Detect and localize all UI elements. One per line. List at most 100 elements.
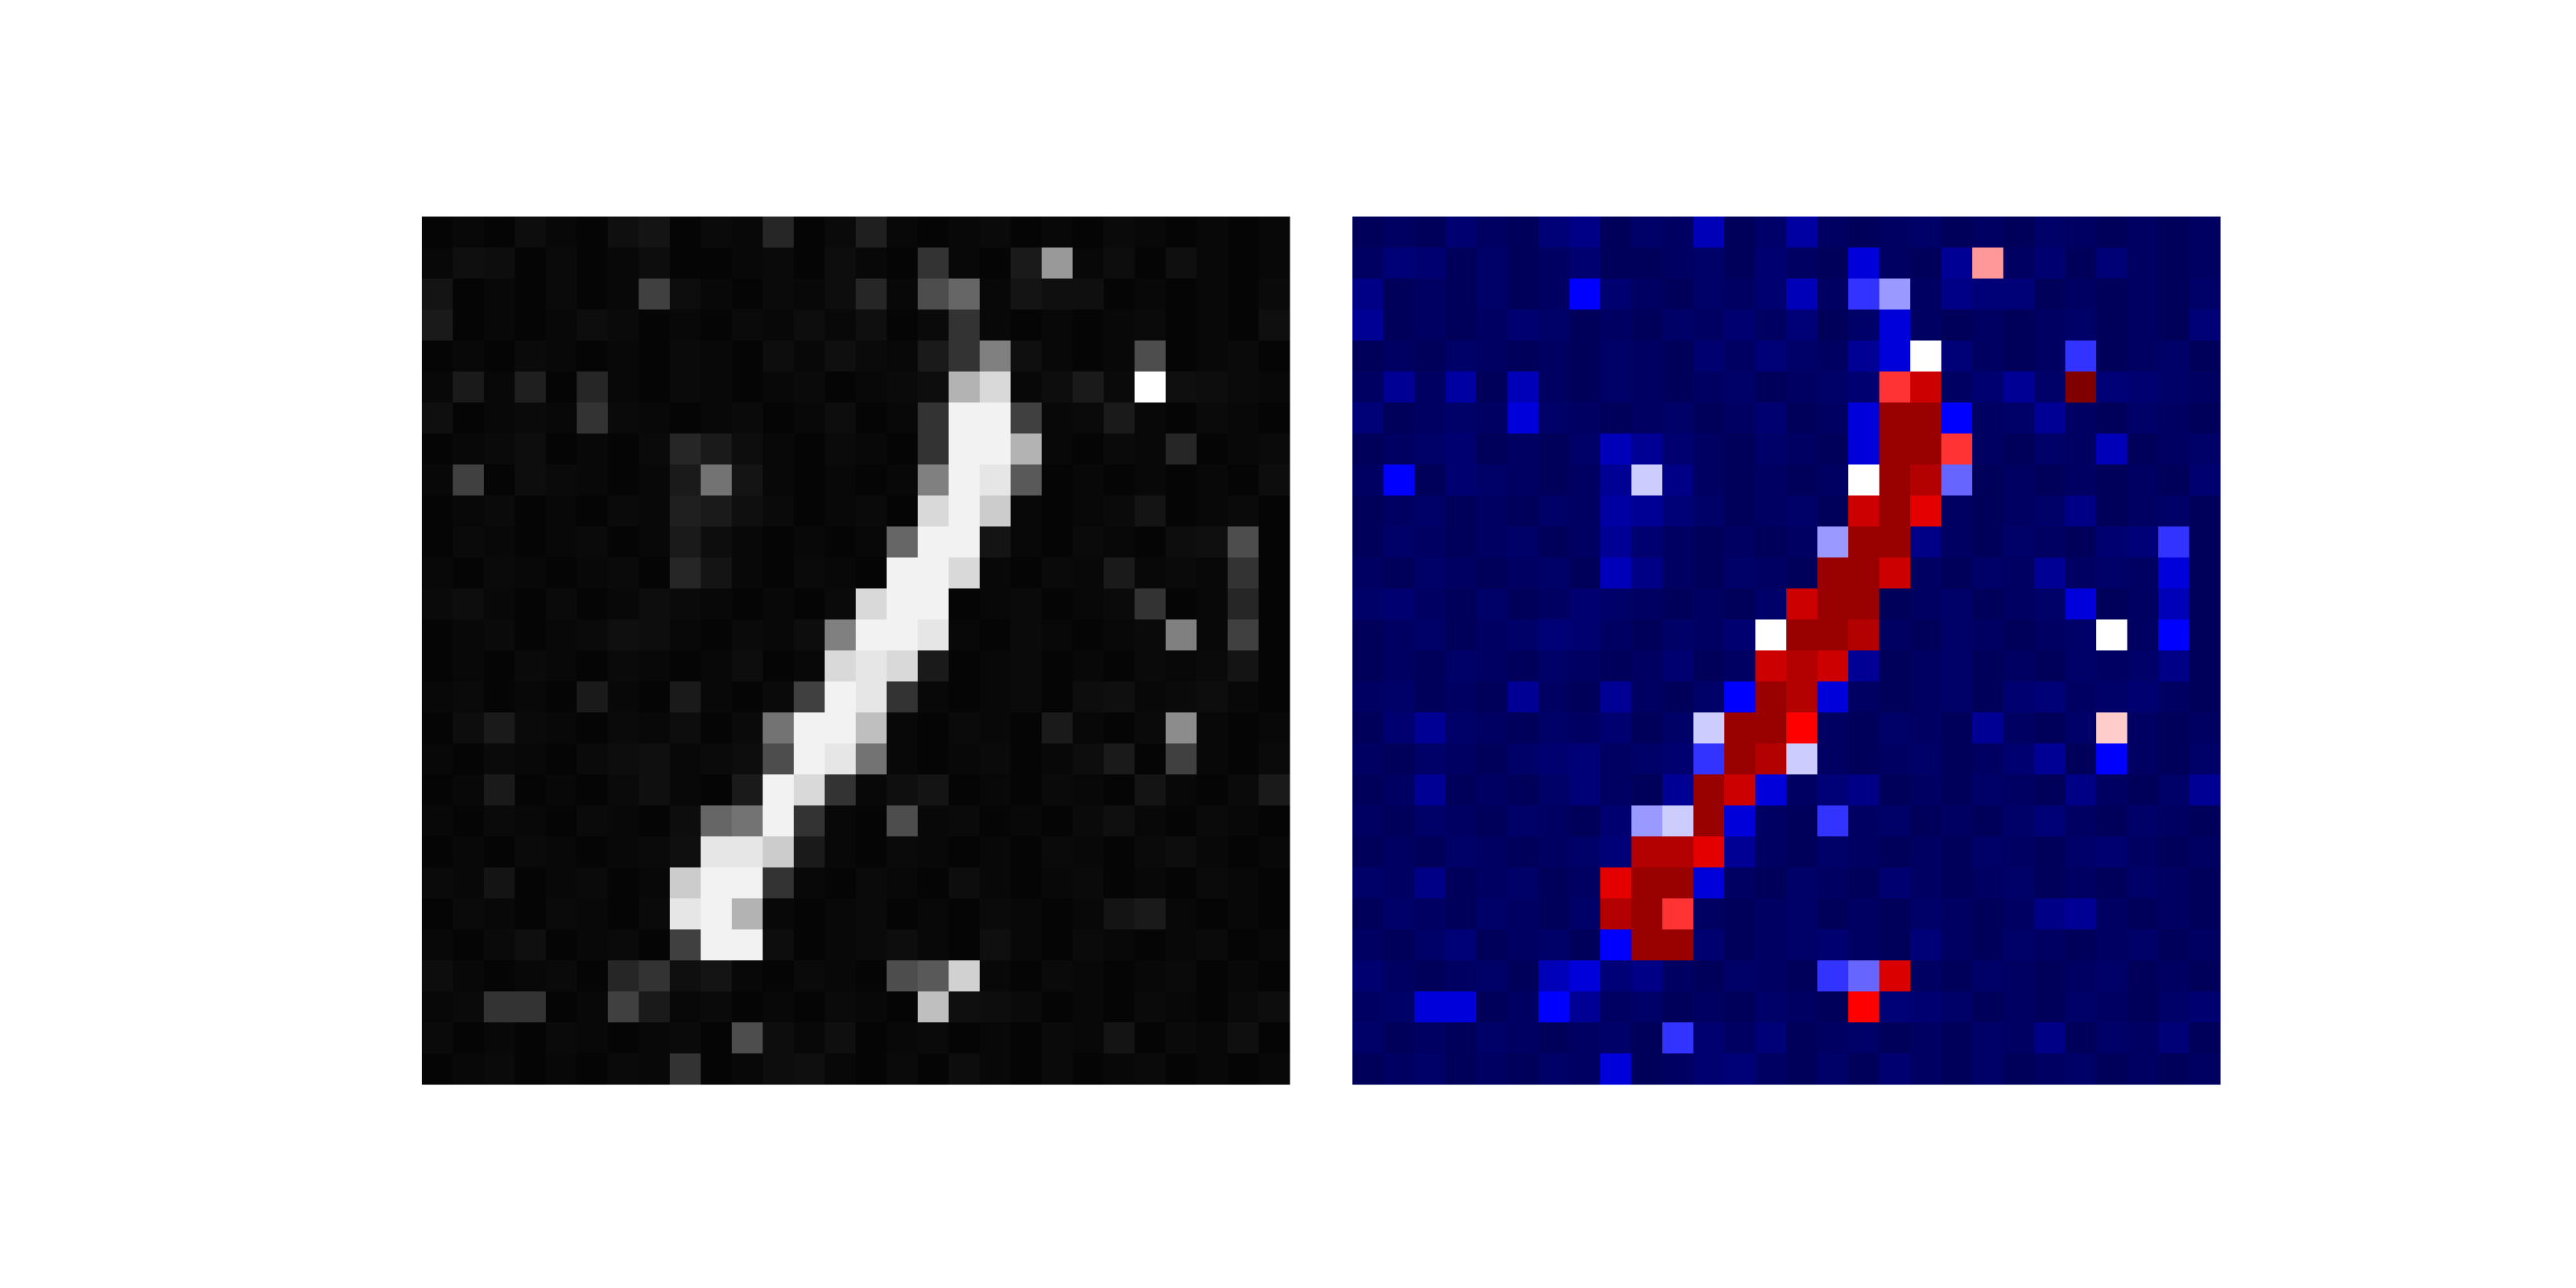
heatmap-cell — [1972, 341, 2004, 373]
heatmap-cell — [576, 867, 609, 899]
heatmap-cell — [980, 495, 1012, 527]
heatmap-cell — [1383, 588, 1415, 621]
heatmap-cell — [1414, 867, 1447, 899]
heatmap-cell — [2003, 836, 2035, 869]
heatmap-cell — [1258, 371, 1290, 403]
heatmap-cell — [1817, 464, 1849, 497]
heatmap-cell — [1600, 433, 1633, 465]
heatmap-cell — [2003, 247, 2035, 279]
heatmap-cell — [918, 898, 950, 931]
heatmap-cell — [1445, 991, 1477, 1023]
heatmap-cell — [1010, 619, 1042, 651]
heatmap-cell — [1662, 495, 1695, 527]
heatmap-cell — [576, 836, 609, 869]
heatmap-cell — [1724, 619, 1757, 651]
heatmap-cell — [1042, 464, 1074, 497]
heatmap-cell — [1010, 991, 1042, 1023]
heatmap-cell — [700, 712, 733, 745]
heatmap-cell — [1569, 681, 1601, 713]
heatmap-cell — [1507, 464, 1539, 497]
heatmap-cell — [1817, 805, 1849, 837]
heatmap-cell — [1414, 371, 1447, 403]
heatmap-cell — [1507, 247, 1539, 279]
heatmap-cell — [1134, 619, 1166, 651]
heatmap-cell — [1042, 960, 1074, 993]
heatmap-cell — [1072, 991, 1104, 1023]
heatmap-cell — [1042, 371, 1074, 403]
heatmap-cell — [824, 836, 857, 869]
heatmap-cell — [1972, 1053, 2004, 1085]
heatmap-cell — [1972, 898, 2004, 931]
heatmap-cell — [1662, 217, 1695, 249]
heatmap-cell — [2127, 898, 2159, 931]
heatmap-cell — [2096, 743, 2128, 775]
heatmap-cell — [918, 960, 950, 993]
heatmap-cell — [1072, 247, 1104, 279]
heatmap-cell — [2158, 960, 2190, 993]
heatmap-cell — [1755, 898, 1787, 931]
heatmap-cell — [608, 341, 640, 373]
heatmap-cell — [1476, 402, 1509, 435]
heatmap-cell — [886, 1022, 919, 1055]
heatmap-cell — [1941, 402, 1973, 435]
heatmap-cell — [1228, 371, 1260, 403]
heatmap-cell — [1755, 464, 1787, 497]
heatmap-cell — [638, 217, 671, 249]
heatmap-cell — [1414, 526, 1447, 559]
heatmap-cell — [1445, 1053, 1477, 1085]
heatmap-cell — [1445, 619, 1477, 651]
heatmap-cell — [1258, 867, 1290, 899]
heatmap-cell — [1538, 433, 1571, 465]
heatmap-cell — [1072, 402, 1104, 435]
heatmap-cell — [1786, 464, 1818, 497]
heatmap-cell — [1662, 247, 1695, 279]
heatmap-cell — [2003, 681, 2035, 713]
heatmap-cell — [1383, 743, 1415, 775]
heatmap-cell — [1228, 557, 1260, 589]
heatmap-cell — [1228, 217, 1260, 249]
heatmap-cell — [762, 681, 795, 713]
heatmap-cell — [1538, 960, 1571, 993]
heatmap-cell — [484, 960, 516, 993]
heatmap-cell — [856, 341, 888, 373]
heatmap-cell — [1693, 991, 1725, 1023]
heatmap-cell — [700, 217, 733, 249]
heatmap-cell — [948, 526, 980, 559]
heatmap-cell — [2189, 681, 2221, 713]
heatmap-cell — [1569, 557, 1601, 589]
heatmap-cell — [1786, 681, 1818, 713]
heatmap-cell — [2127, 1022, 2159, 1055]
heatmap-cell — [1104, 619, 1136, 651]
heatmap-cell — [1166, 712, 1198, 745]
heatmap-cell — [1196, 217, 1228, 249]
heatmap-cell — [2034, 650, 2066, 683]
heatmap-cell — [1693, 341, 1725, 373]
heatmap-cell — [948, 619, 980, 651]
heatmap-cell — [1166, 867, 1198, 899]
heatmap-cell — [1134, 371, 1166, 403]
heatmap-cell — [1196, 774, 1228, 807]
heatmap-cell — [1134, 557, 1166, 589]
heatmap-cell — [1941, 774, 1973, 807]
heatmap-cell — [1042, 867, 1074, 899]
heatmap-cell — [1352, 217, 1385, 249]
heatmap-cell — [1228, 1022, 1260, 1055]
heatmap-cell — [1228, 309, 1260, 341]
heatmap-cell — [1910, 247, 1942, 279]
heatmap-cell — [1414, 557, 1447, 589]
heatmap-cell — [1476, 712, 1509, 745]
heatmap-cell — [452, 774, 485, 807]
heatmap-cell — [2065, 960, 2097, 993]
heatmap-cell — [514, 898, 547, 931]
heatmap-cell — [484, 836, 516, 869]
heatmap-cell — [1755, 805, 1787, 837]
heatmap-cell — [1476, 774, 1509, 807]
heatmap-cell — [670, 433, 702, 465]
heatmap-cell — [1507, 774, 1539, 807]
heatmap-cell — [1104, 557, 1136, 589]
heatmap-cell — [1817, 1022, 1849, 1055]
heatmap-cell — [856, 991, 888, 1023]
heatmap-cell — [980, 867, 1012, 899]
heatmap-cell — [980, 619, 1012, 651]
